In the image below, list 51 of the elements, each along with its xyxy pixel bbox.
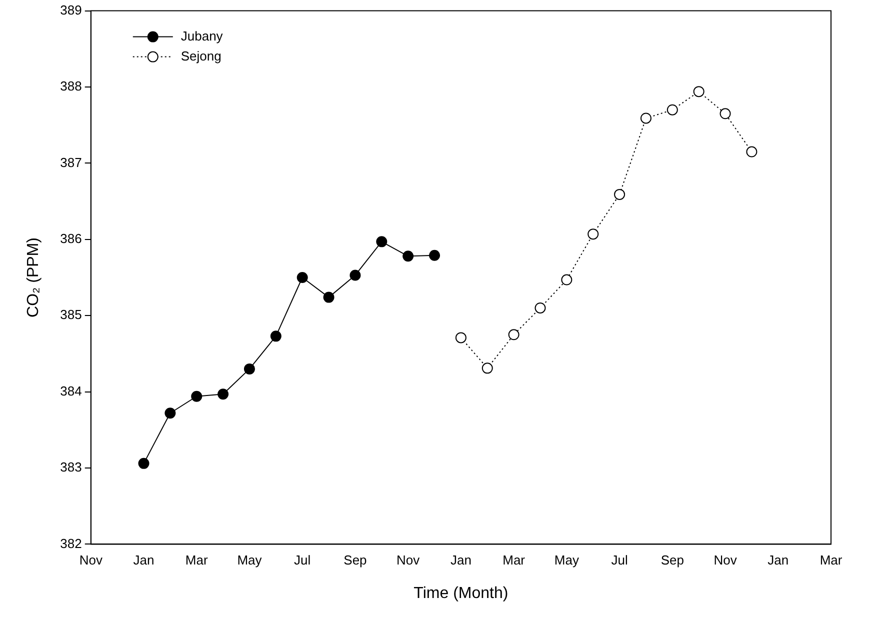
point (164, 408, 176, 419)
y-tick-label: 385 (60, 307, 82, 322)
x-tick-label: Mar (820, 552, 843, 568)
point (402, 250, 414, 262)
point (429, 250, 440, 261)
point (666, 104, 678, 116)
x-tick-label: Sep (660, 552, 684, 568)
y-tick-label: 384 (60, 383, 82, 398)
y-tick-label: 382 (60, 536, 82, 551)
point (508, 329, 520, 340)
point (482, 362, 493, 374)
point (640, 112, 652, 124)
x-tick-label: Mar (502, 552, 526, 568)
x-tick-label: Nov (79, 552, 103, 568)
y-tick-label: 388 (60, 78, 82, 94)
point (561, 274, 572, 286)
y-tick-label: 383 (60, 460, 82, 475)
x-tick-label: Nov (396, 552, 420, 568)
x-tick-label: Sep (344, 552, 367, 568)
x-tick-label: Jan (768, 552, 789, 568)
point (191, 390, 202, 402)
point (296, 272, 308, 283)
point (218, 388, 229, 400)
x-tick-label: Jul (611, 552, 628, 568)
point (376, 236, 388, 248)
point (534, 302, 546, 314)
point (720, 108, 731, 120)
point (455, 332, 466, 344)
point (244, 363, 255, 374)
x-axis-title: Time (Month) (414, 584, 508, 602)
point (588, 228, 599, 240)
x-tick-label: May (554, 552, 580, 568)
x-tick-label: Jul (294, 552, 311, 568)
point (693, 86, 704, 98)
y-axis-title: CO₂ (PPM) (25, 238, 42, 318)
legend-label: Jubany (180, 28, 224, 44)
y-tick-label: 387 (60, 154, 82, 170)
y-tick-label: 386 (60, 230, 82, 246)
point (323, 292, 334, 303)
point (614, 188, 626, 200)
point (270, 330, 282, 342)
point (746, 146, 758, 158)
x-tick-label: Nov (714, 552, 738, 568)
point (138, 458, 150, 469)
x-tick-label: Mar (185, 552, 208, 568)
x-tick-label: Jan (450, 552, 472, 568)
x-tick-label: Jan (133, 552, 154, 568)
point (350, 270, 361, 281)
legend-label: Sejong (180, 48, 222, 64)
y-tick-label: 389 (60, 2, 82, 18)
x-tick-label: May (237, 552, 262, 568)
